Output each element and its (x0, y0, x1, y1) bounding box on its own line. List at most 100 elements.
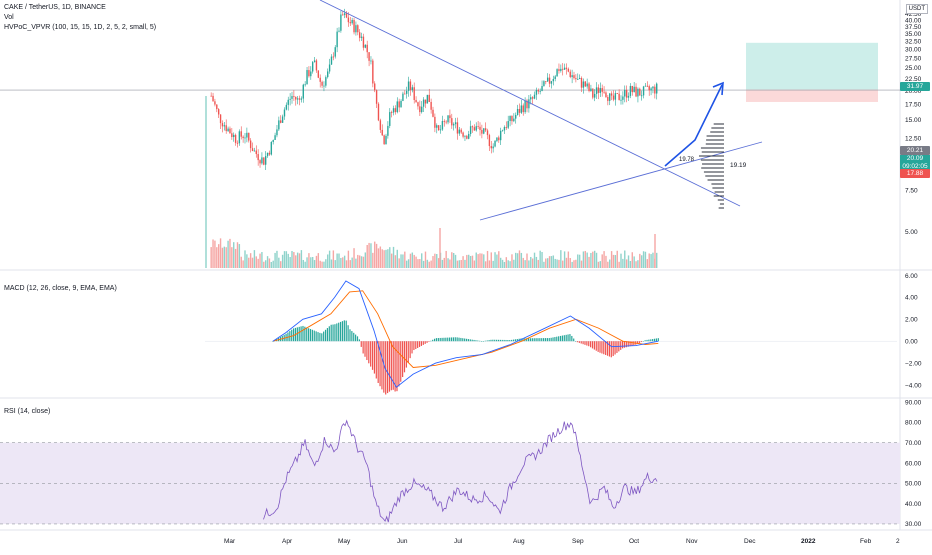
candle-body (511, 115, 513, 122)
candle-body (233, 134, 235, 138)
macd-histogram-bar (458, 337, 460, 342)
volume-bar (650, 254, 652, 268)
candle-body (266, 152, 269, 157)
macd-histogram-bar (462, 338, 464, 342)
macd-histogram-bar (527, 338, 530, 342)
price-tick-label: 25.00 (905, 65, 922, 72)
volume-bar (236, 242, 239, 268)
candle-body (635, 86, 637, 97)
candle-body (614, 93, 617, 100)
volume-bar (342, 257, 344, 268)
volume-bar (562, 260, 564, 268)
volume-bar (642, 251, 645, 268)
volume-bar (490, 252, 492, 268)
volume-bar (238, 244, 241, 268)
volume-bar (507, 260, 509, 268)
volume-bar (347, 250, 350, 268)
volume-bar (212, 239, 214, 268)
volume-bar (298, 253, 301, 268)
candle-body (231, 133, 233, 138)
macd-histogram-bar (381, 341, 383, 390)
candle-body (650, 88, 652, 91)
macd-histogram-bar (400, 341, 402, 382)
symbol-legend[interactable]: CAKE / TetherUS, 1D, BINANCE (4, 4, 106, 11)
candle-body (340, 14, 342, 31)
candle-body (601, 88, 603, 92)
volume-bar (640, 255, 643, 268)
macd-legend[interactable]: MACD (12, 26, close, 9, EMA, EMA) (4, 285, 117, 292)
candle-body (400, 100, 402, 108)
candle-body (507, 121, 509, 128)
candle-body (349, 22, 351, 24)
volume-bar (505, 257, 508, 268)
macd-histogram-bar (371, 341, 374, 370)
macd-histogram-bar (638, 341, 641, 343)
macd-histogram-bar (355, 334, 357, 342)
candle-body (251, 148, 254, 152)
position-zones (0, 42, 900, 102)
volume-bar (558, 259, 560, 268)
macd-histogram-bar (345, 320, 347, 342)
rsi-tick-label: 90.00 (905, 399, 922, 406)
currency-badge[interactable]: USDT (905, 4, 928, 14)
volume-bar (578, 254, 581, 268)
volume-bar (590, 252, 592, 268)
volume-bar (325, 259, 327, 268)
volume-bar (419, 259, 421, 268)
macd-histogram-bar (595, 341, 597, 351)
candle-body (503, 127, 506, 131)
candle-body (518, 108, 521, 113)
volume-bar (360, 256, 363, 268)
candle-body (537, 90, 539, 92)
macd-histogram-bar (529, 338, 532, 342)
candle-body (304, 84, 306, 86)
macd-histogram-bar (433, 338, 436, 342)
volume-bar (366, 245, 368, 268)
macd-histogram-bar (516, 339, 518, 342)
volume-bar (567, 251, 570, 268)
macd-histogram-bar (640, 341, 642, 343)
macd-histogram-bar (428, 341, 430, 342)
macd-histogram-bar (644, 340, 646, 342)
macd-histogram-bar (606, 341, 609, 356)
macd-histogram-bar (501, 339, 503, 342)
volume-bar (334, 260, 336, 268)
macd-histogram-bar (370, 341, 372, 367)
volume-bar (357, 254, 359, 268)
time-tick-label: May (338, 538, 351, 545)
candle-body (516, 108, 519, 115)
macd-histogram-bar (375, 341, 377, 379)
macd-histogram-bar (323, 331, 325, 342)
macd-histogram-bar (308, 328, 310, 342)
volume-bar (496, 254, 498, 268)
candle-body (436, 125, 438, 128)
volume-bar (415, 256, 417, 268)
macd-histogram-bar (496, 339, 498, 342)
macd-histogram-bar (486, 340, 488, 342)
candle-body (246, 132, 248, 138)
hvpoc-legend[interactable]: HVPoC_VPVR (100, 15, 15, 1D, 2, 5, 2, sm… (4, 24, 157, 31)
candle-body (261, 157, 263, 164)
volume-bar (349, 260, 351, 268)
volume-bar (283, 251, 286, 268)
candle-body (375, 90, 378, 104)
volume-bar (616, 250, 618, 268)
time-tick-label: Apr (282, 538, 293, 545)
candle-body (443, 121, 445, 122)
volume-bar (231, 247, 233, 268)
rsi-legend[interactable]: RSI (14, close) (4, 408, 51, 415)
candle-body (283, 109, 286, 117)
volume-bar (430, 260, 432, 268)
volume-bar (582, 251, 585, 268)
candle-body (336, 31, 338, 48)
macd-histogram-bar (593, 341, 595, 350)
candle-body (355, 25, 357, 33)
candle-body (505, 127, 508, 128)
volume-bar (580, 260, 583, 268)
price-tick-label: 32.50 (905, 38, 922, 45)
price-tick-label: 22.50 (905, 76, 922, 83)
volume-bar (609, 259, 611, 268)
volume-bar (422, 260, 425, 268)
volume-legend[interactable]: Vol (4, 14, 14, 21)
